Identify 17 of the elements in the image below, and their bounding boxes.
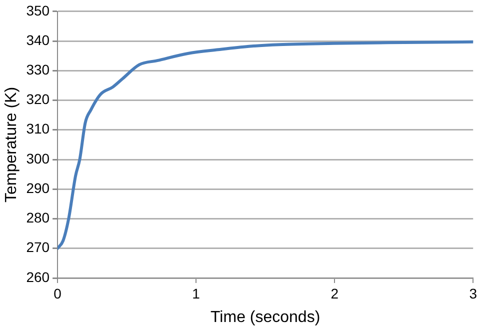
- y-tick-label: 270: [26, 239, 50, 256]
- x-axis-title: Time (seconds): [210, 308, 320, 326]
- y-axis-title: Temperature (K): [3, 86, 20, 202]
- y-tick-label: 340: [26, 32, 50, 48]
- y-tick-label: 280: [26, 210, 50, 226]
- y-tick-label: 290: [26, 180, 50, 196]
- y-tick-label: 310: [26, 120, 50, 137]
- y-tick-label: 330: [26, 62, 50, 78]
- y-tick-label: 350: [26, 2, 50, 18]
- y-tick-label: 320: [26, 91, 50, 108]
- y-tick-label: 260: [26, 268, 50, 285]
- x-tick-label: 0: [54, 285, 62, 302]
- x-tick-label: 3: [469, 285, 478, 302]
- x-tick-label: 1: [192, 285, 200, 302]
- line-series: [58, 40, 474, 250]
- y-tick-label: 300: [26, 150, 50, 166]
- x-tick-label: 2: [330, 285, 339, 302]
